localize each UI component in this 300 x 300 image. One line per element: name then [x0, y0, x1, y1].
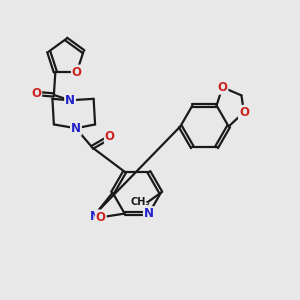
Text: N: N	[65, 94, 75, 107]
Text: N: N	[71, 122, 81, 135]
Text: O: O	[72, 65, 82, 79]
Text: CH₃: CH₃	[130, 196, 150, 206]
Text: O: O	[105, 130, 115, 143]
Text: O: O	[239, 106, 249, 119]
Text: O: O	[218, 81, 227, 94]
Text: N: N	[90, 210, 100, 224]
Text: N: N	[144, 207, 154, 220]
Text: O: O	[31, 87, 41, 100]
Text: O: O	[96, 211, 106, 224]
